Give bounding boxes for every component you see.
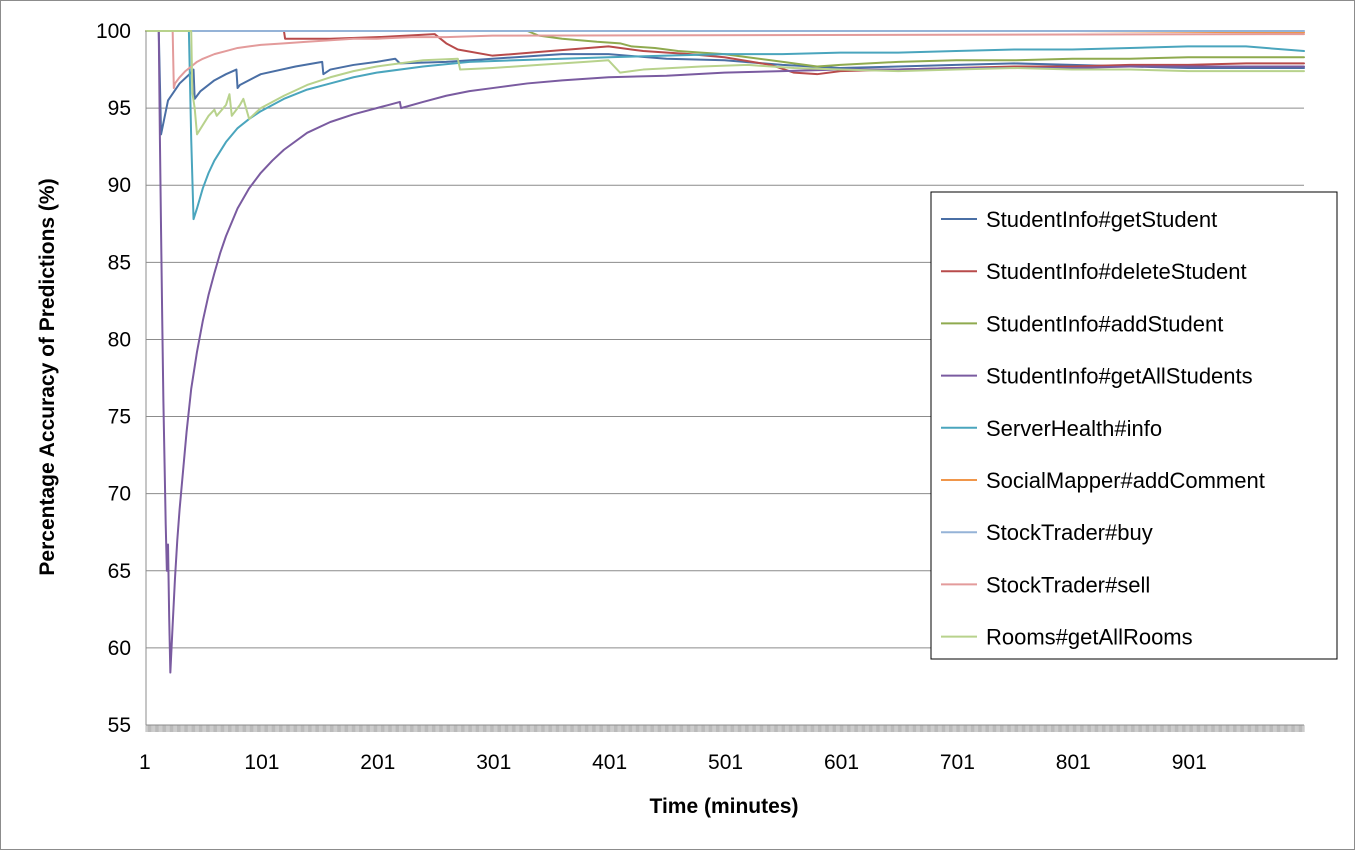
legend-box xyxy=(930,191,1338,660)
x-tick-label: 101 xyxy=(244,751,279,774)
legend-label: StockTrader#sell xyxy=(986,572,1150,597)
legend-label: StudentInfo#deleteStudent xyxy=(986,259,1247,284)
legend: StudentInfo#getStudent StudentInfo#delete… xyxy=(930,191,1338,660)
series-line-studentinfo-getstudent xyxy=(145,30,1305,136)
legend-label: StudentInfo#getStudent xyxy=(986,207,1217,232)
legend-label: ServerHealth#info xyxy=(986,416,1162,441)
series-line-serverhealth-info xyxy=(145,30,1305,221)
x-tick-label: 901 xyxy=(1172,751,1207,774)
series-line-rooms-getallrooms xyxy=(145,30,1305,136)
series-line-studentinfo-addstudent xyxy=(145,30,1305,68)
legend-label: StudentInfo#addStudent xyxy=(986,311,1223,336)
x-tick-label: 501 xyxy=(708,751,743,774)
series-line-studentinfo-deletestudent xyxy=(145,30,1305,76)
y-tick-labels: 55 60 65 70 75 80 85 90 95 100 xyxy=(96,20,131,737)
x-tick-label: 801 xyxy=(1056,751,1091,774)
y-tick-label: 100 xyxy=(96,20,131,43)
y-tick-label: 60 xyxy=(108,637,131,660)
x-tick-label: 1 xyxy=(139,751,151,774)
y-tick-label: 95 xyxy=(108,97,131,120)
legend-label: StudentInfo#getAllStudents xyxy=(986,364,1253,389)
x-tick-labels: 1 101 201 301 401 501 601 701 801 901 xyxy=(139,751,1207,774)
x-tick-label: 201 xyxy=(360,751,395,774)
series-lines xyxy=(145,30,1305,674)
x-axis-minor-ticks xyxy=(145,725,1305,732)
y-tick-label: 85 xyxy=(108,251,131,274)
y-tick-label: 70 xyxy=(108,483,131,506)
y-tick-label: 90 xyxy=(108,174,131,197)
series-line-studentinfo-getallstudents xyxy=(145,30,1305,674)
y-tick-label: 80 xyxy=(108,328,131,351)
legend-label: Rooms#getAllRooms xyxy=(986,625,1193,650)
y-tick-label: 75 xyxy=(108,406,131,429)
axes xyxy=(145,31,1305,732)
x-tick-label: 401 xyxy=(592,751,627,774)
x-tick-label: 301 xyxy=(476,751,511,774)
legend-label: SocialMapper#addComment xyxy=(986,468,1265,493)
x-tick-label: 701 xyxy=(940,751,975,774)
y-tick-label: 55 xyxy=(108,714,131,737)
x-tick-label: 601 xyxy=(824,751,859,774)
y-axis-label: Percentage Accuracy of Predictions (%) xyxy=(36,178,59,575)
series-line-stocktrader-sell xyxy=(145,30,1305,90)
legend-label: StockTrader#buy xyxy=(986,520,1153,545)
y-tick-label: 65 xyxy=(108,560,131,583)
x-axis-label: Time (minutes) xyxy=(650,795,799,818)
